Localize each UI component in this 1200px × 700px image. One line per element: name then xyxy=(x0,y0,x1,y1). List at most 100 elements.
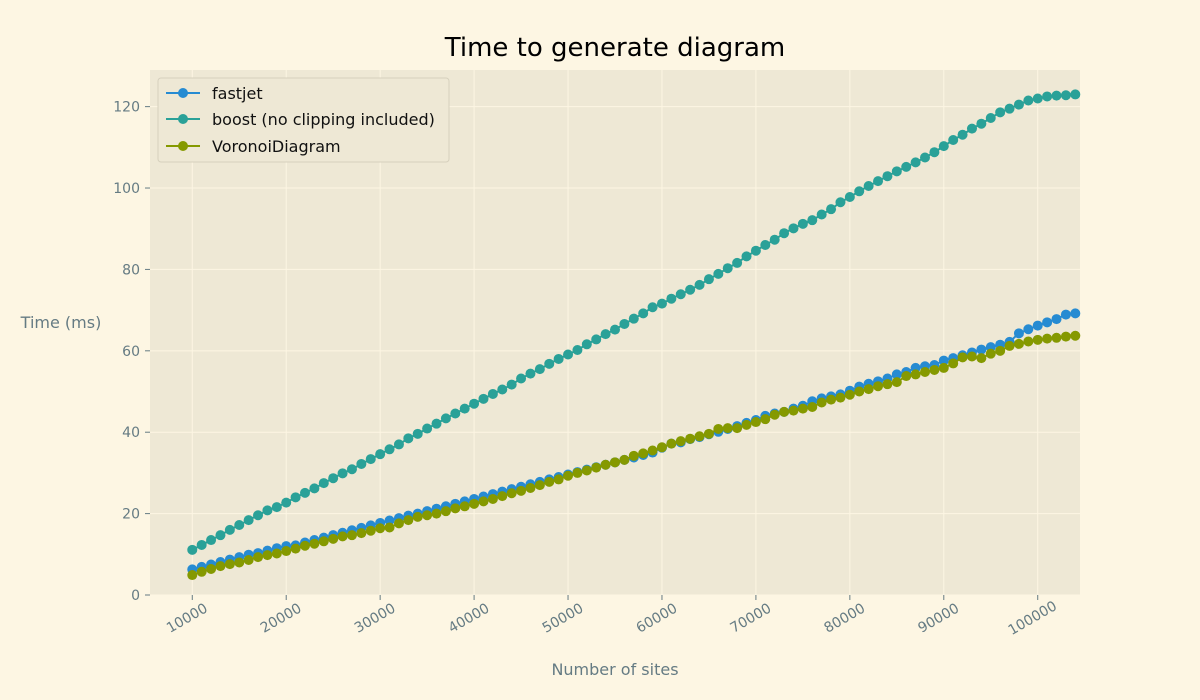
data-point xyxy=(976,118,987,129)
data-point xyxy=(224,524,235,535)
data-point xyxy=(497,384,508,395)
data-point xyxy=(243,555,254,565)
data-point xyxy=(300,540,310,551)
data-point xyxy=(591,334,602,345)
data-point xyxy=(929,147,940,158)
data-point xyxy=(826,394,837,405)
data-point xyxy=(779,228,790,239)
data-point xyxy=(703,428,714,439)
data-point xyxy=(384,522,395,533)
data-point xyxy=(1070,308,1081,319)
data-point xyxy=(534,480,545,491)
data-point xyxy=(224,559,235,570)
data-point xyxy=(854,186,865,197)
data-point xyxy=(525,482,536,493)
data-point xyxy=(985,348,996,359)
data-point xyxy=(431,418,442,429)
data-point xyxy=(685,433,696,444)
data-point xyxy=(572,345,583,355)
data-point xyxy=(1070,89,1081,100)
chart-title: Time to generate diagram xyxy=(444,33,785,63)
data-point xyxy=(901,161,912,172)
data-point xyxy=(628,450,639,461)
data-point xyxy=(478,496,489,507)
data-point xyxy=(403,433,414,444)
data-point xyxy=(713,423,724,434)
data-point xyxy=(891,377,902,388)
data-point xyxy=(891,166,902,177)
legend: fastjet boost (no clipping included) Vor… xyxy=(157,77,450,163)
x-tick-label: 30000 xyxy=(352,600,399,636)
data-point xyxy=(694,279,705,290)
data-point xyxy=(610,457,620,468)
data-point xyxy=(318,536,329,547)
data-point xyxy=(694,431,705,442)
data-point xyxy=(516,373,527,384)
data-point xyxy=(882,171,893,182)
data-point xyxy=(365,454,376,465)
legend-item-fastjet: fastjet xyxy=(166,84,263,103)
data-point xyxy=(440,506,451,517)
data-point xyxy=(290,492,301,503)
data-point xyxy=(910,157,921,168)
data-point xyxy=(638,448,649,459)
data-point xyxy=(253,510,264,521)
data-point xyxy=(750,417,761,428)
data-point xyxy=(309,483,320,494)
data-point xyxy=(807,401,818,412)
data-point xyxy=(957,352,968,363)
data-point xyxy=(1070,330,1081,341)
data-point xyxy=(929,364,940,375)
y-tick-label: 120 xyxy=(113,100,140,116)
data-point xyxy=(760,414,771,425)
data-point xyxy=(1032,334,1043,345)
data-point xyxy=(262,550,273,561)
data-point xyxy=(685,284,696,295)
y-tick-label: 0 xyxy=(131,588,140,604)
data-point xyxy=(478,393,489,404)
data-point xyxy=(487,388,498,399)
x-axis-label: Number of sites xyxy=(551,660,678,679)
data-point xyxy=(647,445,658,456)
x-tick-label: 10000 xyxy=(164,600,211,636)
legend-label: fastjet xyxy=(212,84,263,103)
data-point xyxy=(187,570,198,581)
data-point xyxy=(769,234,780,245)
data-point xyxy=(393,518,404,529)
data-point xyxy=(422,423,433,434)
data-point xyxy=(300,487,310,498)
data-point xyxy=(281,497,292,508)
data-point xyxy=(337,468,348,479)
data-point xyxy=(393,439,404,450)
data-point xyxy=(1051,314,1062,325)
data-point xyxy=(506,379,517,390)
y-tick-label: 20 xyxy=(122,507,140,523)
data-point xyxy=(619,318,630,329)
series-voronoidiagram xyxy=(187,330,1081,581)
data-point xyxy=(854,386,865,397)
data-point xyxy=(544,358,555,369)
data-point xyxy=(1060,309,1071,320)
data-point xyxy=(835,392,846,403)
data-point xyxy=(647,302,658,313)
legend-swatch-marker xyxy=(178,114,188,124)
series-boost-no-clipping-included xyxy=(187,89,1081,555)
x-tick-label: 80000 xyxy=(822,600,869,636)
data-point xyxy=(1042,333,1053,344)
data-point xyxy=(844,389,855,400)
data-point xyxy=(985,113,996,124)
data-point xyxy=(281,546,292,557)
data-point xyxy=(1004,103,1015,114)
series-layer xyxy=(187,89,1081,581)
data-point xyxy=(666,438,677,449)
data-point xyxy=(459,501,470,512)
data-point xyxy=(375,449,386,460)
y-tick-label: 40 xyxy=(122,425,140,441)
data-point xyxy=(469,498,480,509)
legend-box xyxy=(157,77,450,163)
y-axis-label: Time (ms) xyxy=(20,313,102,332)
data-point xyxy=(797,403,808,414)
data-point xyxy=(835,197,846,208)
data-point xyxy=(271,548,282,559)
